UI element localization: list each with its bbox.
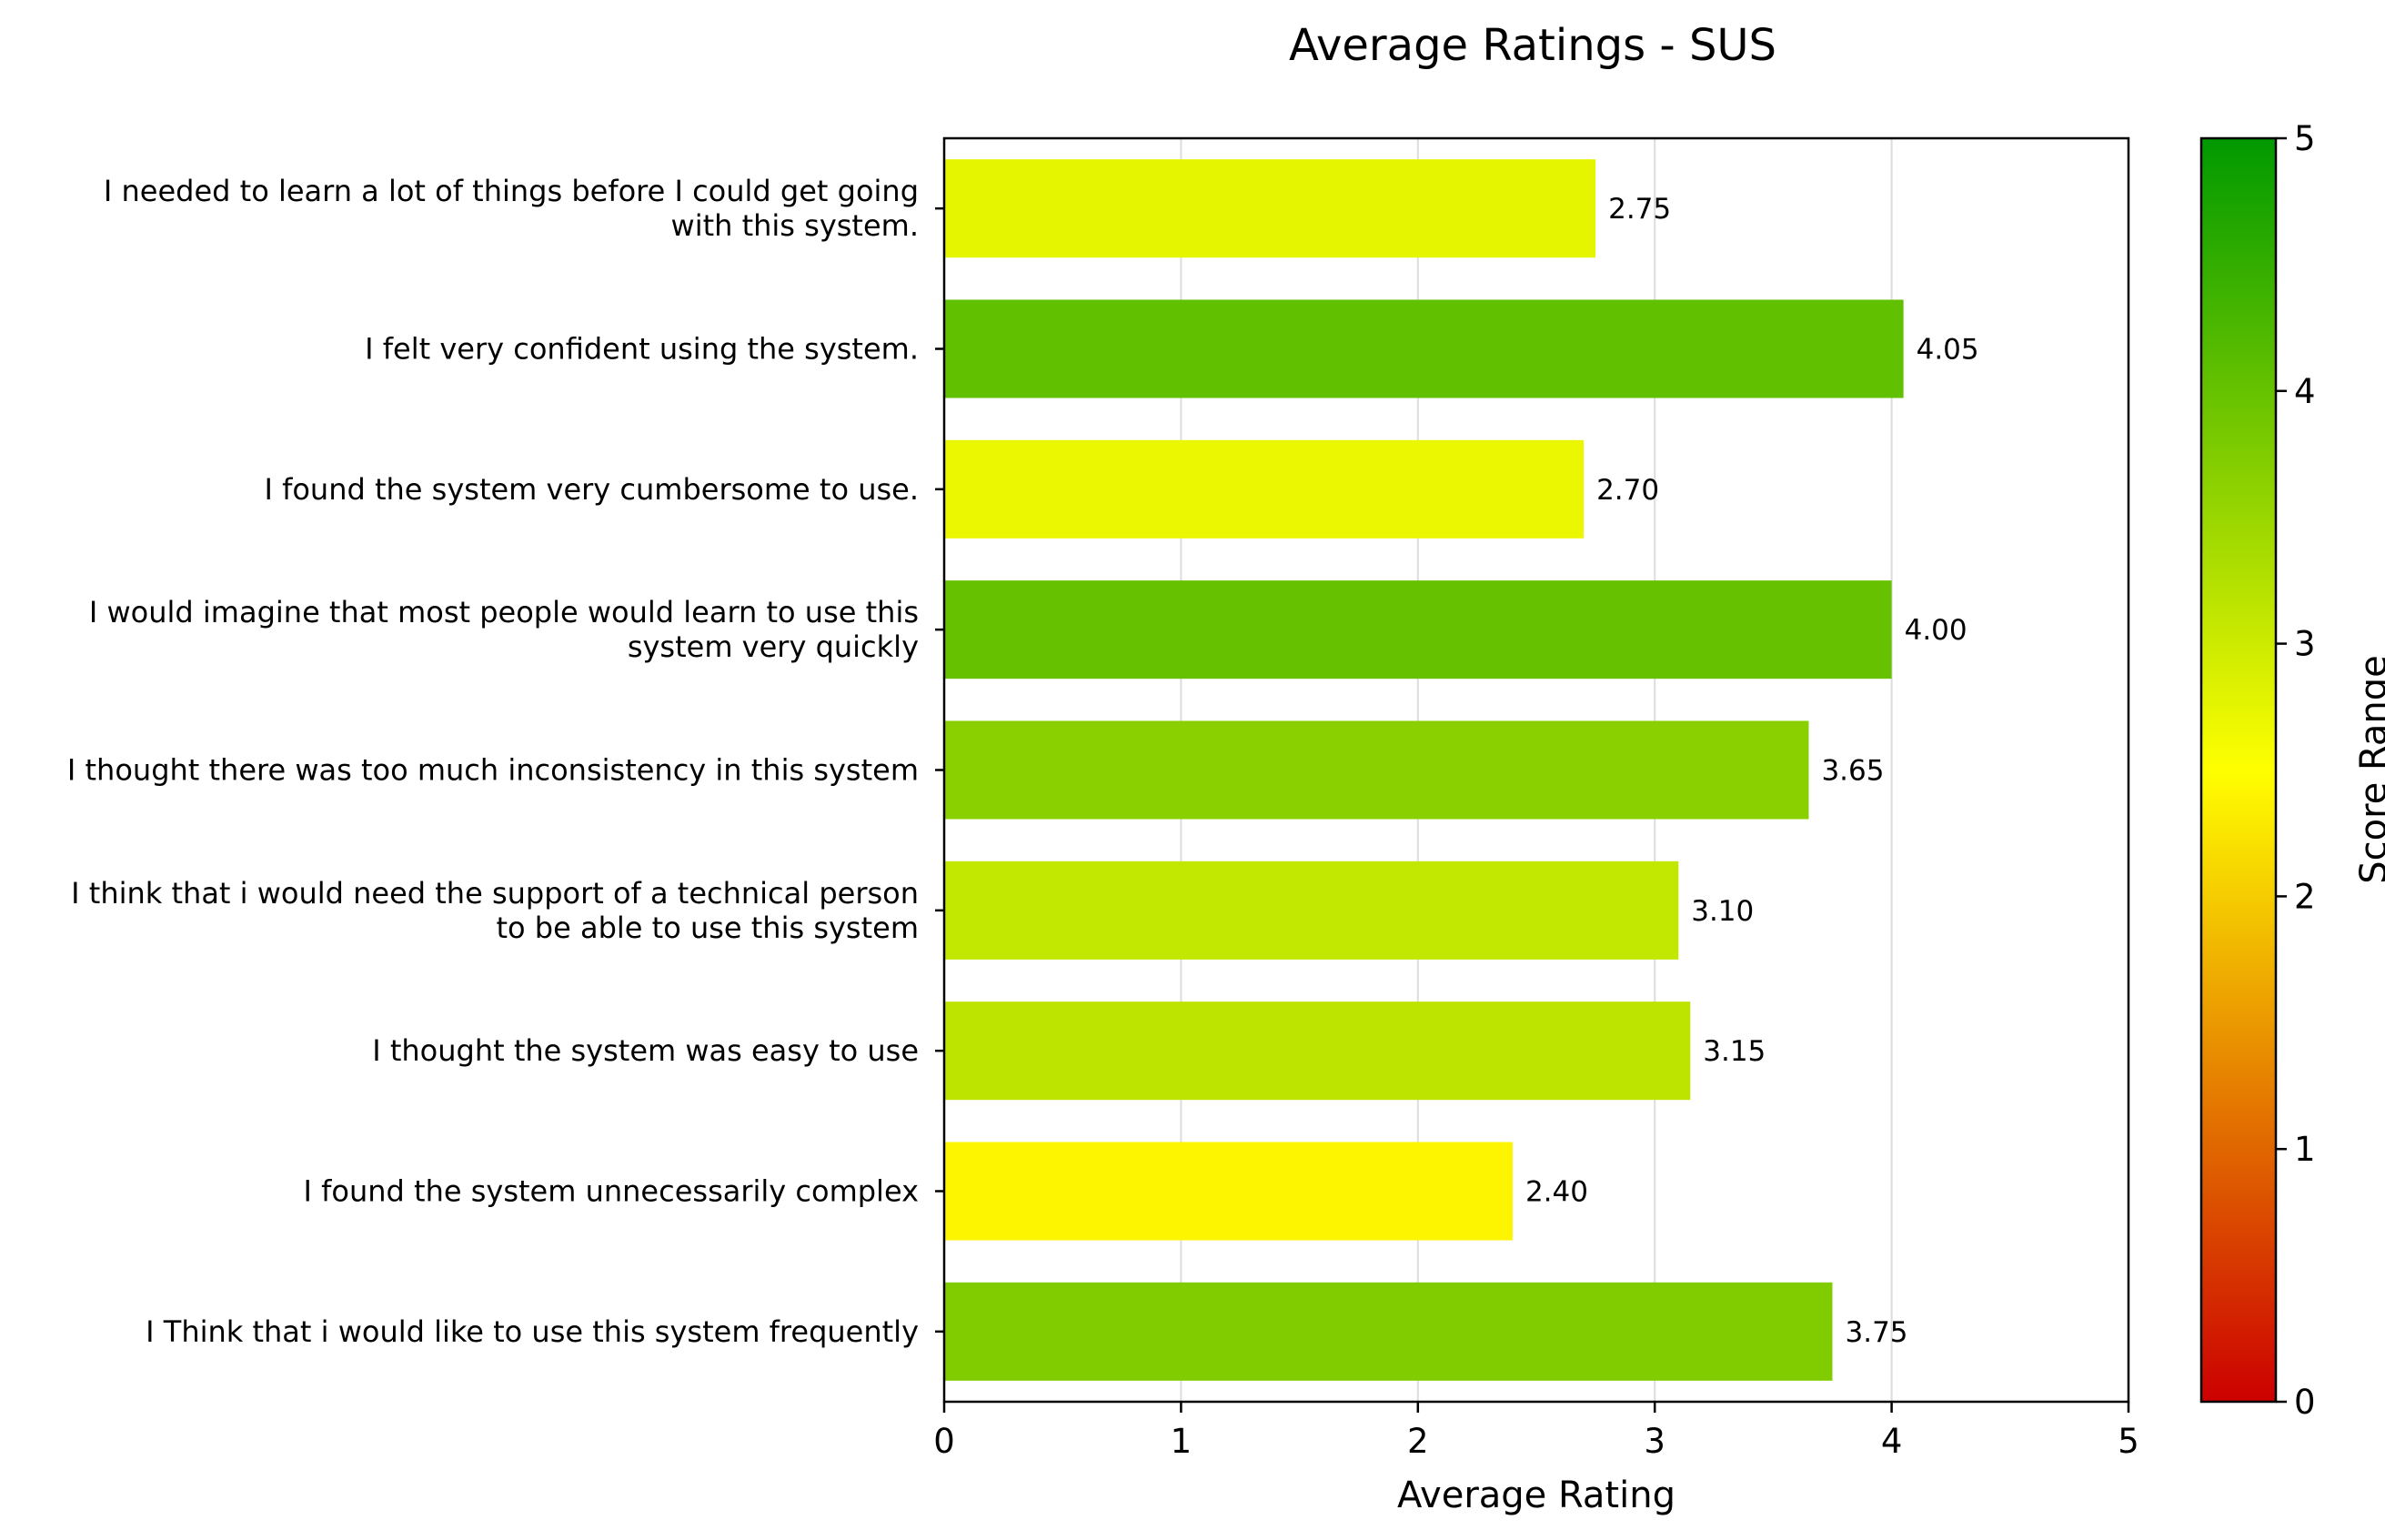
x-tick-label: 1	[1171, 1422, 1192, 1461]
value-label: 3.10	[1691, 895, 1754, 928]
category-labels: I needed to learn a lot of things before…	[67, 174, 944, 1349]
chart-title: Average Ratings - SUS	[1289, 20, 1776, 71]
bars	[944, 159, 1904, 1381]
category-label: system very quickly	[628, 629, 919, 664]
bar	[944, 580, 1892, 679]
colorbar-tick-label: 0	[2294, 1383, 2316, 1422]
plot-frame	[942, 136, 2130, 1404]
x-tick-label: 0	[933, 1422, 955, 1461]
category-label: I felt very confident using the system.	[365, 332, 919, 367]
category-label: I would imagine that most people would l…	[89, 595, 919, 629]
bar	[944, 1142, 1513, 1241]
category-label: I think that i would need the support of…	[71, 876, 919, 911]
x-axis-label: Average Rating	[1397, 1475, 1676, 1516]
value-label: 3.75	[1846, 1316, 1908, 1349]
colorbar-ticks: 0 1 2 3 4 5	[2276, 119, 2316, 1422]
value-label: 2.70	[1596, 474, 1659, 507]
bar	[944, 439, 1585, 538]
colorbar-tick-label: 2	[2294, 877, 2316, 916]
value-label: 2.75	[1608, 193, 1671, 226]
category-label: I thought there was too much inconsisten…	[67, 753, 919, 788]
x-tick-label: 4	[1881, 1422, 1903, 1461]
category-label: I found the system unnecessarily complex	[304, 1174, 919, 1209]
category-label: I needed to learn a lot of things before…	[104, 174, 919, 208]
bar	[944, 299, 1904, 398]
colorbar-tick-label: 3	[2294, 625, 2316, 664]
category-label: I thought the system was easy to use	[372, 1033, 919, 1068]
bar	[944, 1002, 1691, 1101]
bar	[944, 861, 1679, 960]
x-axis-ticks: 0 1 2 3 4 5	[933, 1402, 2139, 1461]
bar	[944, 720, 1809, 820]
value-label: 4.05	[1917, 334, 1979, 367]
colorbar-tick-label: 5	[2294, 119, 2316, 158]
colorbar	[2199, 136, 2278, 1404]
bar	[944, 159, 1596, 258]
category-label: to be able to use this system	[497, 911, 920, 945]
colorbar-tick-label: 1	[2294, 1130, 2316, 1169]
colorbar-tick-label: 4	[2294, 372, 2316, 411]
x-tick-label: 2	[1407, 1422, 1429, 1461]
value-label: 2.40	[1525, 1176, 1588, 1209]
colorbar-label: Score Range	[2353, 655, 2385, 884]
value-label: 4.00	[1905, 614, 1967, 647]
value-labels: 2.75 4.05 2.70 4.00 3.65 3.10 3.15 2.40 3.75	[1525, 193, 1979, 1349]
x-tick-label: 5	[2118, 1422, 2139, 1461]
value-label: 3.15	[1703, 1035, 1766, 1068]
category-label: with this system.	[671, 208, 919, 243]
x-tick-label: 3	[1644, 1422, 1665, 1461]
value-label: 3.65	[1821, 755, 1884, 788]
category-label: I Think that i would like to use this sy…	[146, 1314, 919, 1349]
bar	[944, 1282, 1833, 1381]
category-label: I found the system very cumbersome to us…	[264, 472, 919, 507]
